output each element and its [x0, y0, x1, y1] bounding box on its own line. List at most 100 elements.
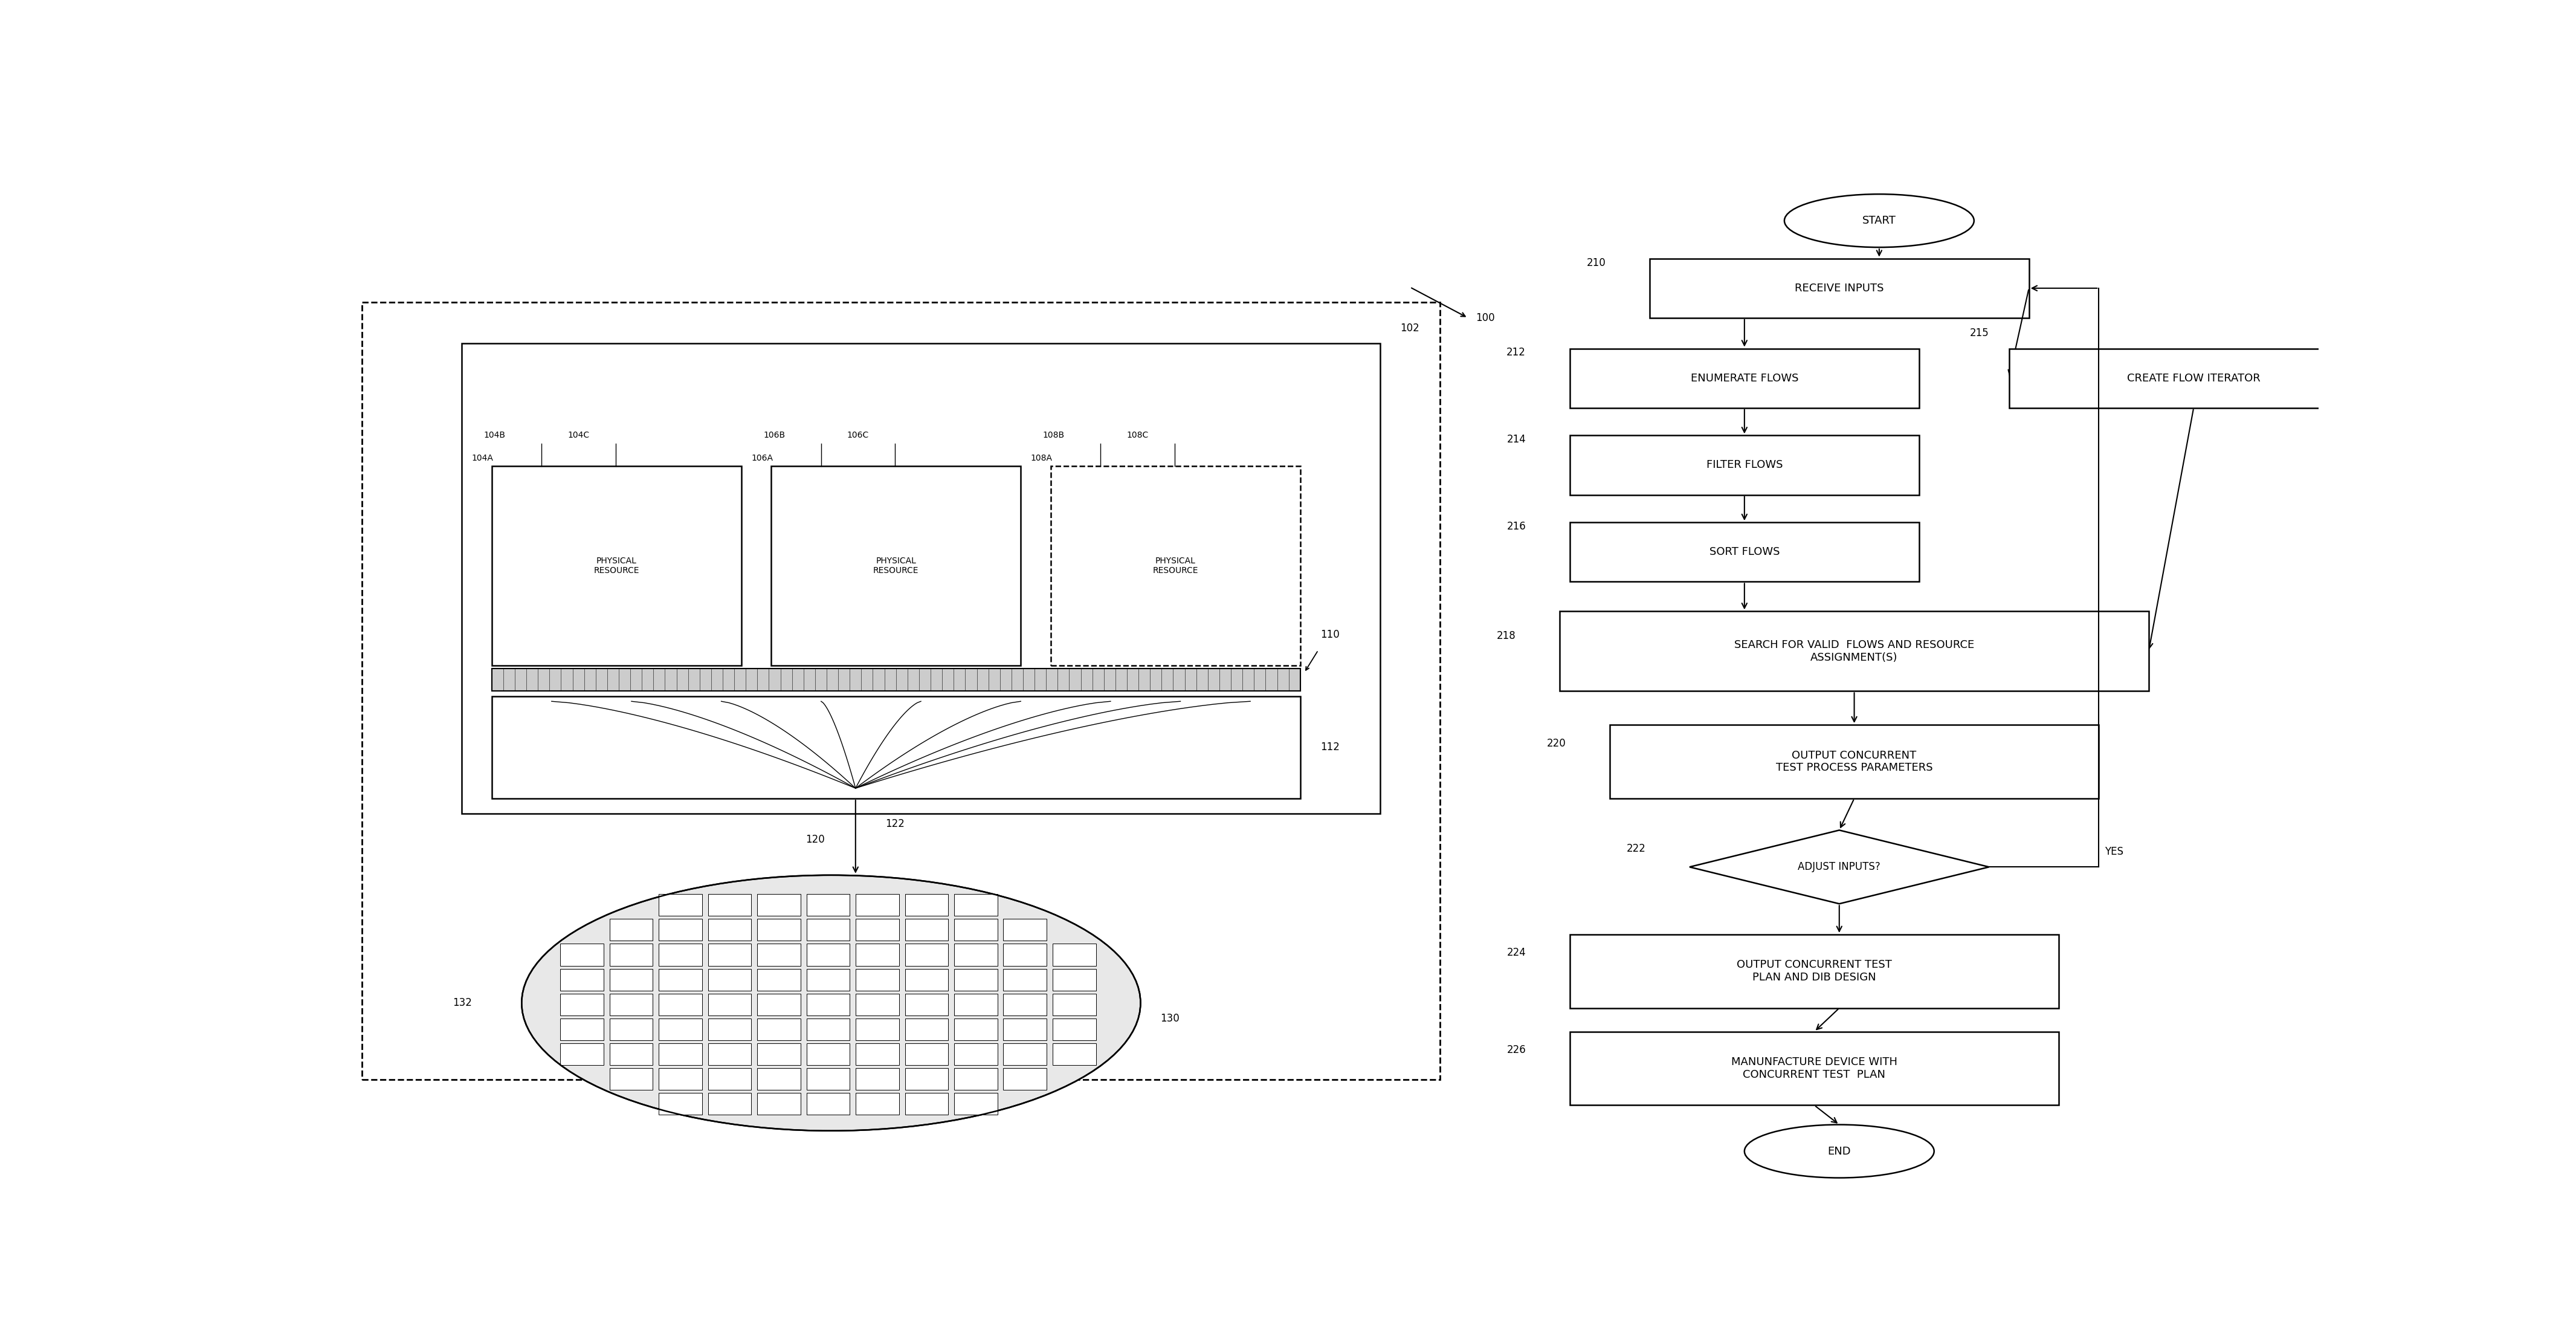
Text: PHYSICAL
RESOURCE: PHYSICAL RESOURCE — [1151, 556, 1198, 575]
Bar — [1005, 1044, 1046, 1065]
Text: 108C: 108C — [1126, 432, 1149, 440]
Text: 108A: 108A — [1030, 454, 1054, 462]
Bar — [2009, 348, 2378, 408]
Bar — [361, 303, 1440, 1080]
Bar — [1005, 1068, 1046, 1090]
Bar — [611, 968, 652, 991]
Bar — [757, 968, 801, 991]
Text: CREATE FLOW ITERATOR: CREATE FLOW ITERATOR — [2128, 373, 2259, 384]
Bar — [855, 968, 899, 991]
Bar — [855, 1093, 899, 1114]
Bar — [806, 1019, 850, 1040]
Bar — [953, 1044, 997, 1065]
Text: SORT FLOWS: SORT FLOWS — [1710, 547, 1780, 558]
Bar — [1054, 1019, 1095, 1040]
Text: 212: 212 — [1507, 347, 1525, 359]
Text: 104B: 104B — [484, 432, 505, 440]
Text: RECEIVE INPUTS: RECEIVE INPUTS — [1795, 283, 1883, 293]
Bar — [904, 1093, 948, 1114]
Bar — [855, 993, 899, 1016]
Text: 104C: 104C — [567, 432, 590, 440]
Bar — [659, 993, 703, 1016]
Bar — [708, 1044, 752, 1065]
Bar — [659, 944, 703, 965]
Text: 210: 210 — [1587, 258, 1605, 268]
Bar — [904, 993, 948, 1016]
Ellipse shape — [1785, 194, 1973, 247]
Bar — [461, 344, 1381, 814]
Bar — [806, 968, 850, 991]
Bar — [659, 894, 703, 916]
Bar — [855, 1068, 899, 1090]
Bar — [1051, 466, 1301, 665]
Bar — [1054, 993, 1095, 1016]
Text: 220: 220 — [1546, 738, 1566, 749]
Bar — [611, 993, 652, 1016]
Ellipse shape — [1744, 1125, 1935, 1178]
Bar — [1005, 1019, 1046, 1040]
Bar — [757, 1093, 801, 1114]
Bar — [757, 894, 801, 916]
Text: 226: 226 — [1507, 1045, 1525, 1056]
Ellipse shape — [520, 875, 1141, 1131]
Bar — [855, 919, 899, 940]
Bar — [1569, 348, 1919, 408]
Bar — [953, 993, 997, 1016]
Bar — [611, 944, 652, 965]
Bar — [611, 1019, 652, 1040]
Text: 108B: 108B — [1043, 432, 1064, 440]
Bar — [953, 894, 997, 916]
Text: 104A: 104A — [471, 454, 495, 462]
Text: OUTPUT CONCURRENT TEST
PLAN AND DIB DESIGN: OUTPUT CONCURRENT TEST PLAN AND DIB DESI… — [1736, 960, 1891, 983]
Text: MANUNFACTURE DEVICE WITH
CONCURRENT TEST  PLAN: MANUNFACTURE DEVICE WITH CONCURRENT TEST… — [1731, 1057, 1899, 1080]
Bar — [953, 1093, 997, 1114]
Text: START: START — [1862, 215, 1896, 226]
Bar — [1054, 968, 1095, 991]
Bar — [1561, 611, 2148, 691]
Text: 102: 102 — [1401, 323, 1419, 333]
Bar — [562, 944, 603, 965]
Text: 215: 215 — [1971, 328, 1989, 339]
Bar — [611, 1044, 652, 1065]
Bar — [806, 1068, 850, 1090]
Text: 218: 218 — [1497, 631, 1515, 641]
Bar — [708, 894, 752, 916]
Polygon shape — [1690, 830, 1989, 904]
Bar — [904, 919, 948, 940]
Bar — [708, 993, 752, 1016]
Text: 224: 224 — [1507, 947, 1525, 959]
Text: 112: 112 — [1321, 742, 1340, 753]
Bar — [806, 894, 850, 916]
Bar — [1005, 968, 1046, 991]
Bar — [1054, 1044, 1095, 1065]
Bar — [1569, 436, 1919, 495]
Text: SEARCH FOR VALID  FLOWS AND RESOURCE
ASSIGNMENT(S): SEARCH FOR VALID FLOWS AND RESOURCE ASSI… — [1734, 640, 1973, 663]
Bar — [806, 919, 850, 940]
Bar — [659, 919, 703, 940]
Bar — [708, 1068, 752, 1090]
Bar — [855, 894, 899, 916]
Text: PHYSICAL
RESOURCE: PHYSICAL RESOURCE — [592, 556, 639, 575]
Text: ADJUST INPUTS?: ADJUST INPUTS? — [1798, 862, 1880, 872]
Bar — [757, 944, 801, 965]
Text: OUTPUT CONCURRENT
TEST PROCESS PARAMETERS: OUTPUT CONCURRENT TEST PROCESS PARAMETER… — [1775, 750, 1932, 773]
Bar — [1569, 1032, 2058, 1105]
Bar — [611, 919, 652, 940]
Bar — [953, 968, 997, 991]
Text: 216: 216 — [1507, 521, 1525, 533]
Bar — [757, 1068, 801, 1090]
Bar — [708, 944, 752, 965]
Text: 106C: 106C — [848, 432, 868, 440]
Bar — [492, 696, 1301, 798]
Bar — [806, 944, 850, 965]
Bar — [855, 1019, 899, 1040]
Bar — [562, 1019, 603, 1040]
Bar — [757, 1019, 801, 1040]
Bar — [904, 1019, 948, 1040]
Bar — [659, 1019, 703, 1040]
Bar — [708, 968, 752, 991]
Bar — [562, 968, 603, 991]
Bar — [1649, 259, 2030, 317]
Bar — [1610, 725, 2099, 798]
Text: 222: 222 — [1625, 843, 1646, 854]
